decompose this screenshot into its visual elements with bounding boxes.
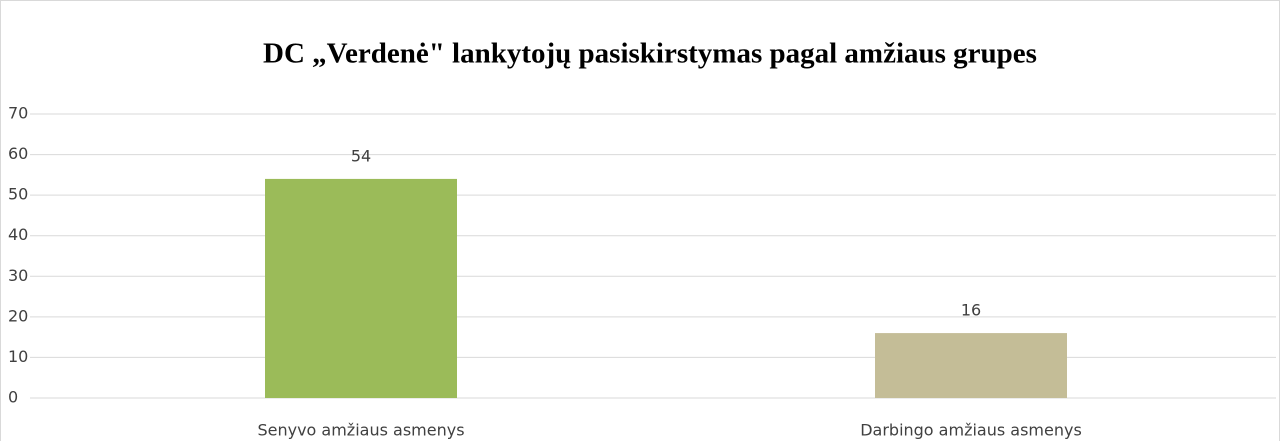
y-tick-label: 60	[8, 144, 28, 163]
x-tick-label: Senyvo amžiaus asmenys	[257, 421, 464, 440]
data-label: 54	[351, 146, 371, 165]
y-tick-label: 30	[8, 266, 28, 285]
bar	[265, 178, 457, 398]
bar	[875, 333, 1067, 398]
y-tick-label: 40	[8, 225, 28, 244]
y-tick-label: 50	[8, 185, 28, 204]
data-label: 16	[961, 301, 981, 320]
x-tick-label: Darbingo amžiaus asmenys	[860, 421, 1082, 440]
y-tick-label: 20	[8, 306, 28, 325]
y-tick-label: 0	[8, 388, 18, 407]
chart-title: DC „Verdenė" lankytojų pasiskirstymas pa…	[263, 38, 1037, 70]
y-tick-label: 10	[8, 347, 28, 366]
y-tick-label: 70	[8, 104, 28, 123]
